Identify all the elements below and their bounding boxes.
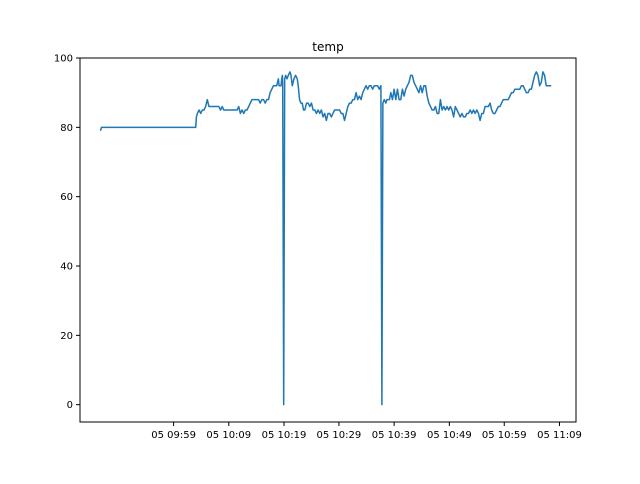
plot-area-frame: [79, 57, 577, 423]
y-tick-label: 80: [60, 123, 73, 134]
x-tick-label: 05 09:59: [151, 430, 196, 441]
y-axis: 0 20 40 60 80 100: [54, 54, 80, 411]
y-tick-label: 0: [67, 400, 73, 411]
x-tick-label: 05 10:19: [262, 430, 307, 441]
y-tick-label: 20: [60, 331, 73, 342]
x-tick-label: 05 10:39: [372, 430, 417, 441]
chart-title: temp: [312, 40, 343, 54]
x-tick-label: 05 10:49: [427, 430, 472, 441]
x-tick-label: 05 10:29: [317, 430, 362, 441]
y-tick-label: 100: [54, 54, 73, 65]
y-tick-label: 60: [60, 192, 73, 203]
x-tick-label: 05 10:59: [482, 430, 527, 441]
x-tick-label: 05 10:09: [206, 430, 251, 441]
x-axis: 05 09:59 05 10:09 05 10:19 05 10:29 05 10:39…: [151, 422, 582, 441]
x-tick-label: 05 11:09: [537, 430, 582, 441]
series-line-temp: [99, 71, 552, 406]
series-layer: [99, 71, 552, 406]
y-tick-label: 40: [60, 262, 73, 273]
